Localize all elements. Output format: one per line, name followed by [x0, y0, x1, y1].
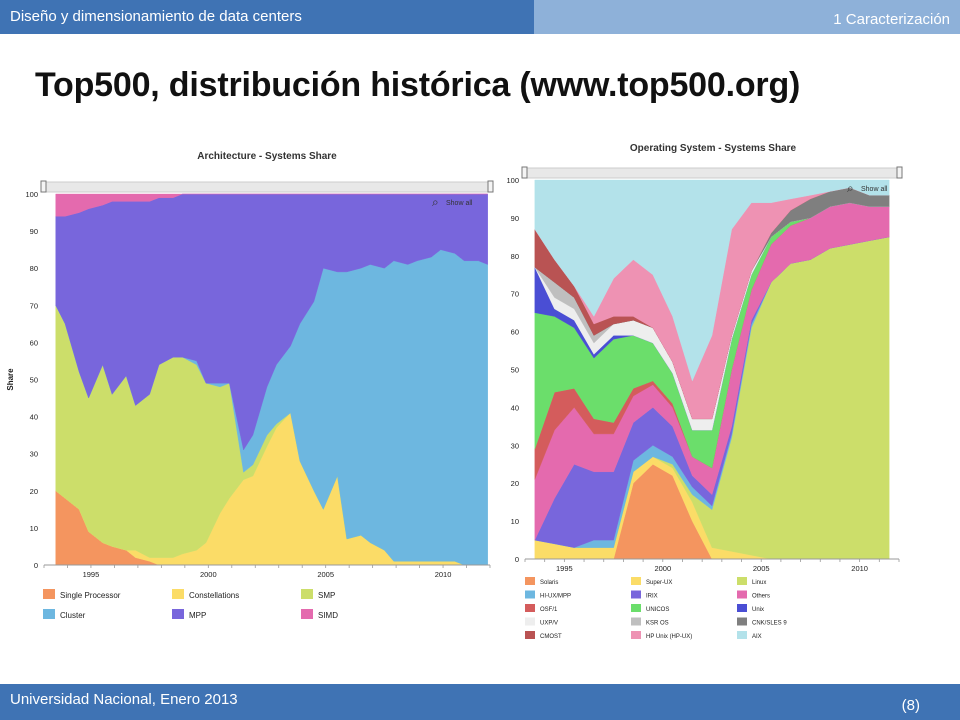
- legend-label-smp: SMP: [318, 591, 335, 600]
- legend-swatch-aix: [737, 631, 747, 639]
- legend-label-super-ux: Super-UX: [646, 580, 672, 586]
- series-area-simd: [55, 193, 488, 217]
- y-tick-label: 50: [30, 376, 38, 385]
- y-tick-label: 20: [30, 487, 38, 496]
- y-tick-label: 80: [511, 252, 519, 261]
- range-slider-handle-left: [40, 180, 47, 193]
- y-tick-label: 20: [511, 479, 519, 488]
- legend-label-irix: IRIX: [646, 594, 658, 600]
- y-tick-label: 40: [30, 413, 38, 422]
- y-tick-label: 90: [511, 214, 519, 223]
- legend-label-single-processor: Single Processor: [60, 591, 121, 600]
- header-bar-right: [534, 0, 960, 34]
- page-number: (8): [901, 697, 920, 714]
- y-tick-label: 0: [515, 555, 519, 564]
- legend-swatch-simd: [301, 609, 313, 619]
- show-all-label: Show all: [446, 200, 473, 207]
- x-tick-label: 2010: [435, 570, 452, 579]
- y-tick-label: 10: [30, 524, 38, 533]
- range-slider-handle-left: [521, 166, 528, 179]
- legend-swatch-ksr-os: [631, 617, 641, 626]
- legend-label-hi-ux-mpp: HI-UX/MPP: [540, 594, 571, 600]
- header-bar-left: [0, 0, 534, 34]
- y-tick-label: 30: [511, 441, 519, 450]
- legend-label-simd: SIMD: [318, 611, 338, 620]
- zoom-icon: ⌕: [847, 181, 854, 195]
- legend-label-aix: AIX: [752, 634, 762, 640]
- series-area-aix: [534, 179, 890, 382]
- legend-label-mpp: MPP: [189, 611, 206, 620]
- legend-swatch-unicos: [631, 604, 641, 612]
- legend-swatch-osf-1: [525, 604, 535, 612]
- zoom-icon: ⌕: [432, 195, 439, 209]
- chart-title: Operating System - Systems Share: [630, 143, 797, 154]
- x-tick-label: 2000: [654, 564, 671, 573]
- legend-label-cnk-sles-9: CNK/SLES 9: [752, 621, 787, 627]
- legend-label-uxp-v: UXP/V: [540, 621, 558, 627]
- x-tick-label: 2005: [753, 564, 770, 573]
- y-tick-label: 60: [511, 328, 519, 337]
- legend-label-ksr-os: KSR OS: [646, 621, 669, 627]
- show-all-label: Show all: [861, 186, 888, 193]
- footer-institution: Universidad Nacional, Enero 2013: [10, 691, 238, 708]
- y-tick-label: 70: [30, 301, 38, 310]
- legend-label-constellations: Constellations: [189, 591, 239, 600]
- legend-swatch-cnk-sles-9: [737, 617, 747, 626]
- legend-swatch-uxp-v: [525, 617, 535, 626]
- legend-label-others: Others: [752, 594, 770, 600]
- range-slider-handle-right: [487, 180, 494, 193]
- legend-label-unicos: UNICOS: [646, 607, 669, 613]
- legend-label-cluster: Cluster: [60, 611, 86, 620]
- legend-swatch-hp-unix-hp-ux: [631, 631, 641, 639]
- range-slider-handle-right: [896, 166, 903, 179]
- legend-swatch-cmost: [525, 631, 535, 639]
- x-tick-label: 1995: [83, 570, 100, 579]
- x-tick-label: 2010: [851, 564, 868, 573]
- y-axis-label: Share: [6, 368, 15, 391]
- legend-label-solaris: Solaris: [540, 580, 558, 586]
- x-tick-label: 2000: [200, 570, 217, 579]
- legend-swatch-super-ux: [631, 577, 641, 585]
- range-slider: [524, 167, 900, 179]
- y-tick-label: 70: [511, 290, 519, 299]
- legend-swatch-others: [737, 590, 747, 599]
- slide-title: Top500, distribución histórica (www.top5…: [35, 66, 801, 104]
- section-label: 1 Caracterización: [833, 11, 950, 28]
- legend-swatch-solaris: [525, 577, 535, 585]
- y-tick-label: 30: [30, 450, 38, 459]
- legend-swatch-constellations: [172, 589, 184, 599]
- legend-swatch-linux: [737, 577, 747, 585]
- legend-label-cmost: CMOST: [540, 634, 562, 640]
- legend-swatch-hi-ux-mpp: [525, 590, 535, 599]
- x-tick-label: 2005: [317, 570, 334, 579]
- legend-swatch-mpp: [172, 609, 184, 619]
- legend-label-osf-1: OSF/1: [540, 607, 558, 613]
- operating-system-chart: Operating System - Systems Share 0 10 20 30 4…: [506, 143, 903, 640]
- y-tick-label: 80: [30, 264, 38, 273]
- legend-label-hp-unix-hp-ux: HP Unix (HP-UX): [646, 634, 692, 640]
- x-tick-label: 1995: [556, 564, 573, 573]
- y-tick-label: 10: [511, 517, 519, 526]
- legend-swatch-irix: [631, 590, 641, 599]
- legend-swatch-single-processor: [43, 589, 55, 599]
- legend-swatch-cluster: [43, 609, 55, 619]
- chart-title: Architecture - Systems Share: [197, 151, 337, 162]
- y-tick-label: 60: [30, 338, 38, 347]
- legend-label-unix: Unix: [752, 607, 764, 613]
- y-tick-label: 100: [506, 176, 519, 185]
- y-tick-label: 40: [511, 403, 519, 412]
- legend-label-linux: Linux: [752, 580, 766, 586]
- legend-swatch-smp: [301, 589, 313, 599]
- course-title: Diseño y dimensionamiento de data center…: [10, 8, 302, 25]
- y-tick-label: 90: [30, 227, 38, 236]
- y-tick-label: 0: [34, 561, 38, 570]
- legend-swatch-unix: [737, 604, 747, 612]
- architecture-chart: Architecture - Systems Share 0 10 20 30 40 50 6…: [6, 151, 494, 620]
- y-tick-label: 100: [25, 190, 38, 199]
- range-slider: [43, 181, 491, 193]
- y-tick-label: 50: [511, 366, 519, 375]
- footer-bar: [0, 684, 960, 720]
